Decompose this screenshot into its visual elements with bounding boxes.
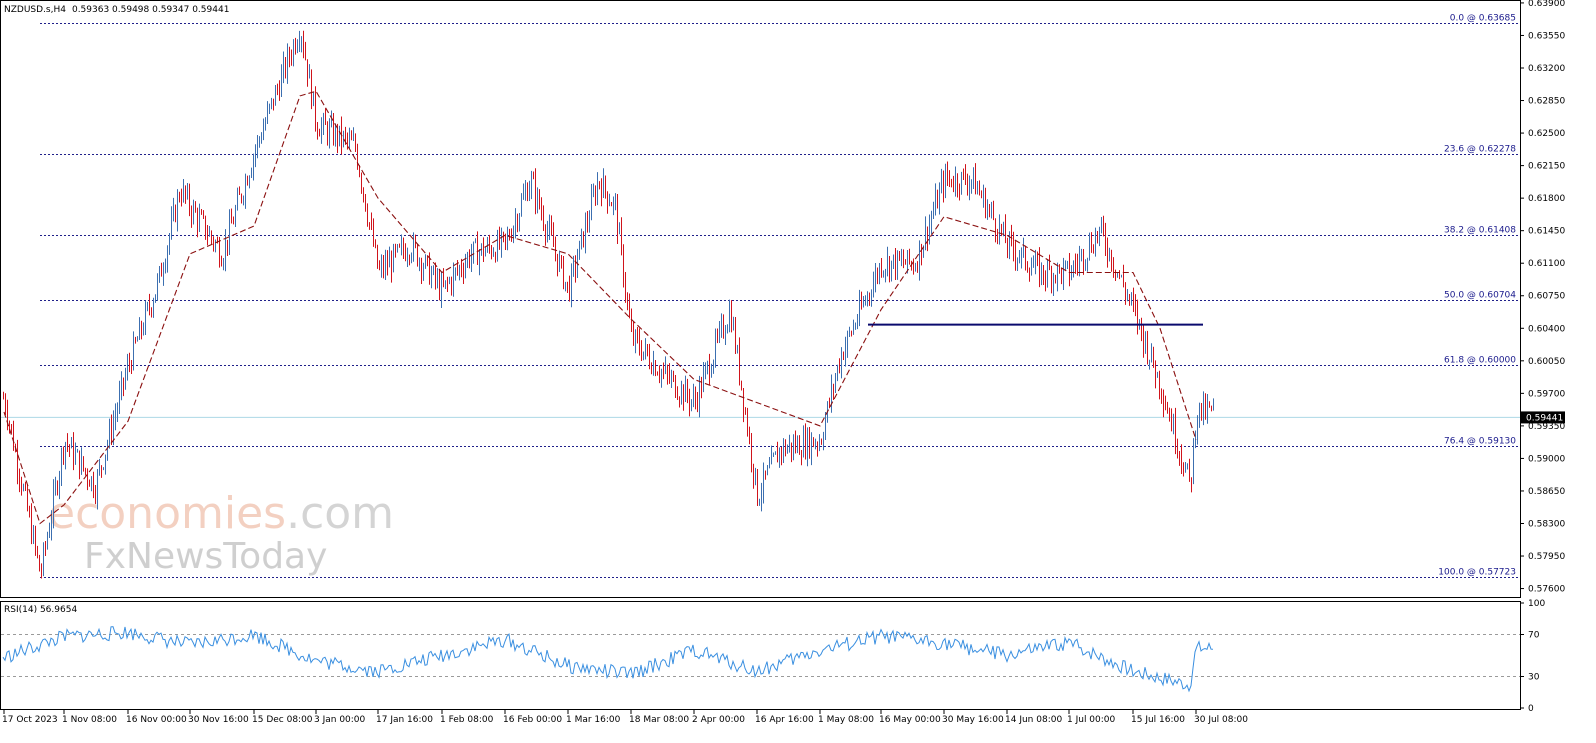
ma-line <box>3 90 1197 525</box>
time-tick-label-15: 30 May 16:00 <box>942 715 1004 725</box>
main-panel-frame <box>0 0 1521 598</box>
rsi-tick-label-0: 100 <box>1528 599 1545 609</box>
time-tick-label-5: 3 Jan 00:00 <box>314 715 366 725</box>
price-tick-label-18: 0.57600 <box>1528 585 1565 595</box>
time-tick-label-14: 16 May 00:00 <box>879 715 941 725</box>
price-tick-label-3: 0.62850 <box>1528 97 1565 107</box>
chart-title: NZDUSD.s,H4 0.59363 0.59498 0.59347 0.594… <box>4 5 229 15</box>
price-tick-label-7: 0.61450 <box>1528 227 1565 237</box>
time-tick-label-8: 16 Feb 00:00 <box>503 715 562 725</box>
rsi-title: RSI(14) 56.9654 <box>4 605 77 615</box>
price-tick-label-6: 0.61800 <box>1528 194 1565 204</box>
time-tick-label-0: 17 Oct 2023 <box>2 715 58 725</box>
fib-label-4: 61.8 @ 0.60000 <box>1444 356 1516 366</box>
moving-average <box>3 90 1197 525</box>
fib-label-3: 50.0 @ 0.60704 <box>1444 291 1516 301</box>
price-tick-label-17: 0.57950 <box>1528 552 1565 562</box>
fib-label-6: 100.0 @ 0.57723 <box>1438 568 1516 578</box>
price-tick-label-12: 0.59700 <box>1528 389 1565 399</box>
svg-text:economies.com: economies.com <box>48 488 394 539</box>
price-tick-label-8: 0.61100 <box>1528 259 1565 269</box>
fib-label-5: 76.4 @ 0.59130 <box>1444 437 1516 447</box>
time-tick-label-18: 15 Jul 16:00 <box>1131 715 1185 725</box>
price-tick-label-4: 0.62500 <box>1528 129 1565 139</box>
price-tick-label-16: 0.58300 <box>1528 519 1565 529</box>
time-tick-label-6: 17 Jan 16:00 <box>376 715 433 725</box>
rsi-tick-label-2: 30 <box>1528 673 1540 683</box>
rsi-tick-label-3: 0 <box>1528 704 1534 714</box>
watermark: economies.com FxNewsToday <box>48 488 394 577</box>
time-tick-label-2: 16 Nov 00:00 <box>126 715 187 725</box>
fib-label-0: 0.0 @ 0.63685 <box>1450 14 1516 24</box>
price-tick-label-14: 0.59000 <box>1528 454 1565 464</box>
current-price-label: 0.59441 <box>1526 413 1563 423</box>
rsi-tick-label-1: 70 <box>1528 631 1540 641</box>
price-tick-label-11: 0.60050 <box>1528 357 1565 367</box>
time-tick-label-7: 1 Feb 08:00 <box>440 715 494 725</box>
price-tick-label-10: 0.60400 <box>1528 324 1565 334</box>
watermark-line1b: .com <box>286 488 394 539</box>
time-tick-label-4: 15 Dec 08:00 <box>252 715 313 725</box>
price-tick-label-5: 0.62150 <box>1528 162 1565 172</box>
time-axis: 17 Oct 2023 1 Nov 08:00 16 Nov 00:00 30 Nov… <box>2 710 1248 725</box>
price-tick-label-1: 0.63550 <box>1528 31 1565 41</box>
rsi-line <box>2 626 1214 693</box>
price-tick-label-0: 0.63900 <box>1528 0 1565 9</box>
time-tick-label-10: 18 Mar 08:00 <box>629 715 689 725</box>
watermark-line2: FxNewsToday <box>84 536 327 577</box>
time-tick-label-3: 30 Nov 16:00 <box>188 715 249 725</box>
watermark-line1a: economies <box>48 488 286 539</box>
candles <box>3 30 1214 579</box>
fib-label-1: 23.6 @ 0.62278 <box>1444 145 1516 155</box>
time-tick-label-17: 1 Jul 00:00 <box>1067 715 1116 725</box>
rsi-panel-frame <box>0 601 1521 710</box>
fib-label-2: 38.2 @ 0.61408 <box>1444 226 1516 236</box>
time-tick-label-9: 1 Mar 16:00 <box>566 715 621 725</box>
price-tick-label-13: 0.59350 <box>1528 422 1565 432</box>
rsi-indicator: 100 70 30 0 <box>1 599 1545 714</box>
time-tick-label-11: 2 Apr 00:00 <box>692 715 745 725</box>
time-tick-label-16: 14 Jun 08:00 <box>1005 715 1062 725</box>
time-tick-label-12: 16 Apr 16:00 <box>755 715 814 725</box>
time-tick-label-1: 1 Nov 08:00 <box>62 715 117 725</box>
current-price-box <box>1521 411 1565 424</box>
price-tick-label-15: 0.58650 <box>1528 487 1565 497</box>
price-axis: 0.63900 0.63550 0.63200 0.62850 0.62500 0.621… <box>1520 0 1565 595</box>
time-tick-label-13: 1 May 08:00 <box>818 715 874 725</box>
fib-levels: 0.0 @ 0.63685 23.6 @ 0.62278 38.2 @ 0.6140… <box>40 14 1520 578</box>
time-tick-label-19: 30 Jul 08:00 <box>1194 715 1248 725</box>
price-tick-label-2: 0.63200 <box>1528 64 1565 74</box>
price-tick-label-9: 0.60750 <box>1528 292 1565 302</box>
